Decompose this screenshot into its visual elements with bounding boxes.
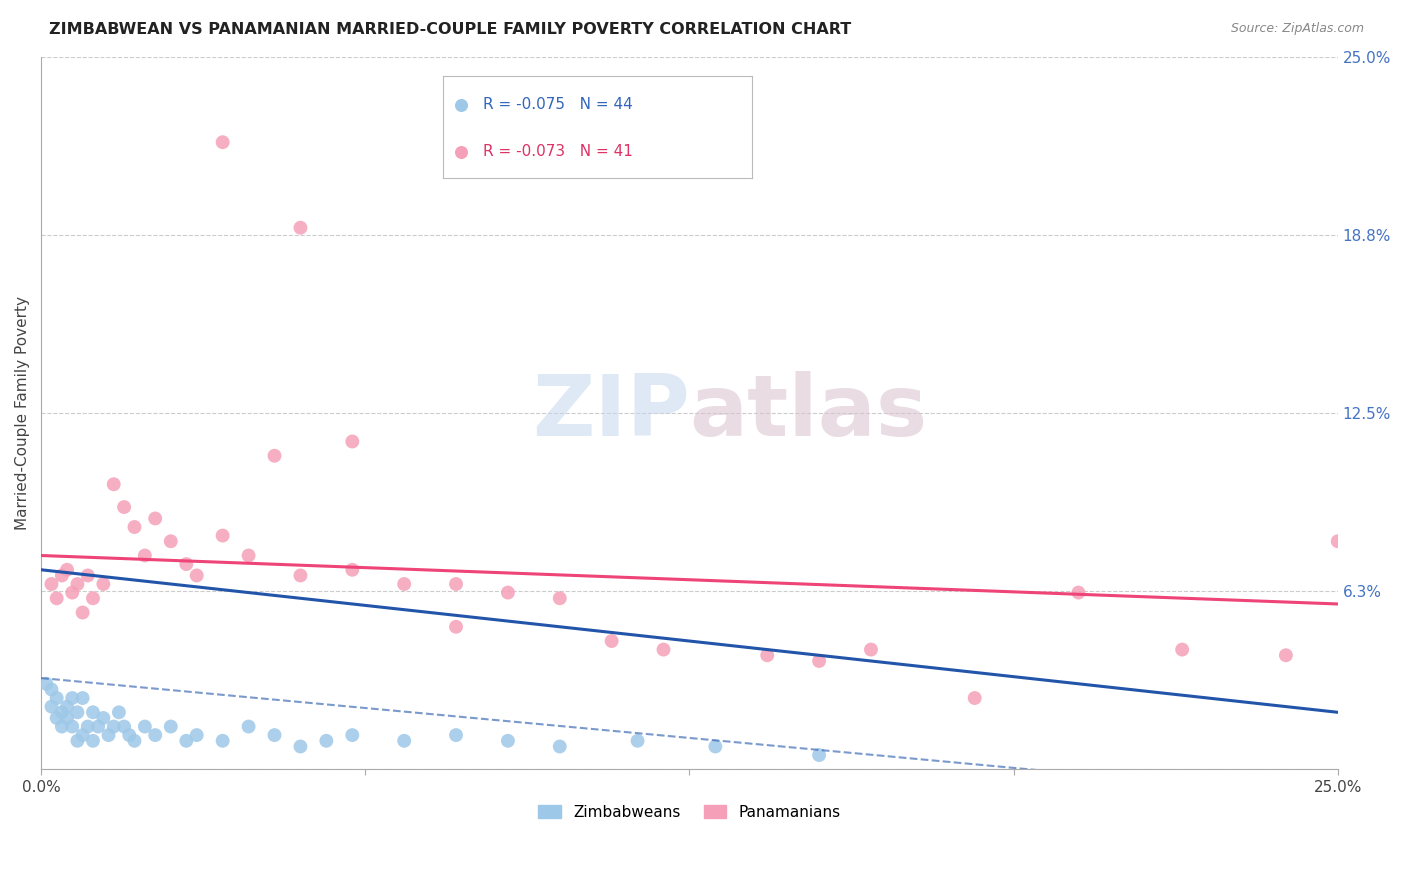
Point [93, 711, 115, 725]
Point [66, 577, 89, 591]
Point [808, 654, 831, 668]
Point [56, 563, 79, 577]
Point [124, 520, 146, 534]
Y-axis label: Married-Couple Family Poverty: Married-Couple Family Poverty [15, 296, 30, 530]
Point [72, 691, 94, 706]
Point [450, 97, 472, 112]
Point [176, 557, 198, 571]
Point [45, 711, 67, 725]
Point [392, 733, 415, 747]
Point [290, 220, 312, 235]
Point [66, 706, 89, 720]
Point [238, 720, 260, 734]
Legend: Zimbabweans, Panamanians: Zimbabweans, Panamanians [531, 798, 846, 826]
Point [342, 563, 364, 577]
Point [35, 677, 58, 691]
Point [808, 747, 831, 762]
Point [1171, 642, 1194, 657]
Point [56, 699, 79, 714]
Point [56, 711, 79, 725]
Point [66, 733, 89, 747]
Point [76, 568, 98, 582]
Point [93, 577, 115, 591]
Point [41, 577, 63, 591]
Point [704, 739, 727, 754]
Point [82, 733, 104, 747]
Text: Source: ZipAtlas.com: Source: ZipAtlas.com [1230, 22, 1364, 36]
Point [41, 699, 63, 714]
Point [76, 720, 98, 734]
Point [118, 728, 141, 742]
Point [450, 145, 472, 159]
Point [263, 449, 285, 463]
Point [87, 720, 110, 734]
Point [51, 720, 73, 734]
Point [548, 739, 571, 754]
Point [444, 620, 467, 634]
Point [51, 706, 73, 720]
Point [143, 728, 166, 742]
Point [1275, 648, 1298, 663]
Point [859, 642, 882, 657]
Point [548, 591, 571, 606]
Point [159, 534, 181, 549]
Text: R = -0.073   N = 41: R = -0.073 N = 41 [484, 145, 633, 160]
Point [41, 682, 63, 697]
Point [60, 720, 83, 734]
Point [211, 528, 233, 542]
Point [315, 733, 337, 747]
Point [159, 720, 181, 734]
Point [1326, 534, 1348, 549]
Text: ZIMBABWEAN VS PANAMANIAN MARRIED-COUPLE FAMILY POVERTY CORRELATION CHART: ZIMBABWEAN VS PANAMANIAN MARRIED-COUPLE … [49, 22, 852, 37]
Point [60, 585, 83, 599]
Point [392, 577, 415, 591]
Point [444, 728, 467, 742]
Point [496, 585, 519, 599]
Point [176, 733, 198, 747]
Point [45, 691, 67, 706]
Text: R = -0.075   N = 44: R = -0.075 N = 44 [484, 97, 633, 112]
Point [186, 728, 208, 742]
Point [82, 706, 104, 720]
Point [72, 606, 94, 620]
Point [626, 733, 648, 747]
Point [60, 691, 83, 706]
Point [97, 728, 120, 742]
Point [756, 648, 779, 663]
Point [103, 720, 125, 734]
Point [124, 733, 146, 747]
Point [45, 591, 67, 606]
Point [103, 477, 125, 491]
Point [342, 728, 364, 742]
Point [134, 720, 156, 734]
Text: atlas: atlas [689, 371, 928, 455]
Point [108, 706, 131, 720]
Point [186, 568, 208, 582]
Point [963, 691, 986, 706]
Point [263, 728, 285, 742]
Text: ZIP: ZIP [531, 371, 689, 455]
Point [143, 511, 166, 525]
Point [112, 500, 135, 514]
Point [238, 549, 260, 563]
Point [600, 634, 623, 648]
Point [82, 591, 104, 606]
Point [134, 549, 156, 563]
Point [444, 577, 467, 591]
Point [72, 728, 94, 742]
Point [211, 135, 233, 149]
Point [211, 733, 233, 747]
Point [652, 642, 675, 657]
Point [51, 568, 73, 582]
Point [290, 568, 312, 582]
Point [1067, 585, 1090, 599]
Point [496, 733, 519, 747]
Point [112, 720, 135, 734]
Point [290, 739, 312, 754]
Point [342, 434, 364, 449]
